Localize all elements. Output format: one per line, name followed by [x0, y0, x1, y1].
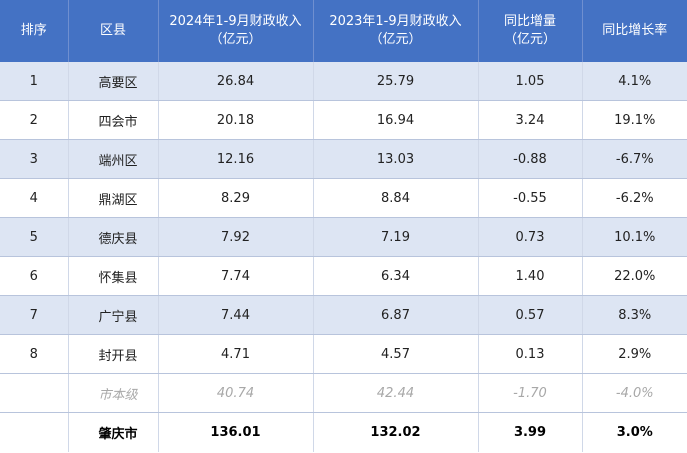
rev2024-cell: 20.18: [158, 100, 314, 140]
header-row: 排序 区县 2024年1-9月财政收入 （亿元） 2023年1-9月财政收入 （亿元…: [0, 0, 687, 62]
rev2023-cell: 4.57: [313, 334, 479, 374]
district-cell: 鼎湖区: [68, 178, 159, 218]
table-row: 8 封开县 4.71 4.57 0.13 2.9%: [0, 334, 687, 374]
table-row: 1 高要区 26.84 25.79 1.05 4.1%: [0, 62, 687, 101]
rev2023-cell: 6.87: [313, 295, 479, 335]
total-row: 肇庆市 136.01 132.02 3.99 3.0%: [0, 412, 687, 452]
table-row: 4 鼎湖区 8.29 8.84 -0.55 -6.2%: [0, 178, 687, 218]
table-row: 5 德庆县 7.92 7.19 0.73 10.1%: [0, 217, 687, 257]
rev2023-cell: 25.79: [313, 62, 479, 101]
growth-cell: 22.0%: [582, 256, 687, 296]
rev2023-cell: 6.34: [313, 256, 479, 296]
change-cell: 1.05: [478, 62, 583, 101]
rev2024-cell: 136.01: [158, 412, 314, 452]
header-rev2024: 2024年1-9月财政收入 （亿元）: [158, 0, 314, 62]
change-cell: -0.88: [478, 139, 583, 179]
header-rank: 排序: [0, 0, 69, 62]
growth-cell: -6.2%: [582, 178, 687, 218]
header-rev2024-line2: （亿元）: [209, 32, 262, 47]
rev2024-cell: 7.74: [158, 256, 314, 296]
rev2023-cell: 7.19: [313, 217, 479, 257]
header-rev2023-line2: （亿元）: [369, 32, 422, 47]
table-row: 6 怀集县 7.74 6.34 1.40 22.0%: [0, 256, 687, 296]
rev2023-cell: 42.44: [313, 373, 479, 413]
rev2023-cell: 16.94: [313, 100, 479, 140]
rank-cell: 3: [0, 139, 69, 179]
rev2023-cell: 13.03: [313, 139, 479, 179]
rev2024-cell: 7.44: [158, 295, 314, 335]
city-level-row: 市本级 40.74 42.44 -1.70 -4.0%: [0, 373, 687, 413]
rev2024-cell: 12.16: [158, 139, 314, 179]
rank-cell: 6: [0, 256, 69, 296]
growth-cell: -4.0%: [582, 373, 687, 413]
rank-cell: 8: [0, 334, 69, 374]
district-cell: 肇庆市: [68, 412, 159, 452]
rank-cell: 7: [0, 295, 69, 335]
change-cell: 0.73: [478, 217, 583, 257]
header-change: 同比增量 （亿元）: [478, 0, 583, 62]
table-row: 2 四会市 20.18 16.94 3.24 19.1%: [0, 100, 687, 140]
rank-cell: 5: [0, 217, 69, 257]
growth-cell: -6.7%: [582, 139, 687, 179]
change-cell: -1.70: [478, 373, 583, 413]
rev2023-cell: 8.84: [313, 178, 479, 218]
header-rev2024-line1: 2024年1-9月财政收入: [169, 14, 302, 29]
change-cell: 0.13: [478, 334, 583, 374]
change-cell: -0.55: [478, 178, 583, 218]
district-cell: 市本级: [68, 373, 159, 413]
growth-cell: 2.9%: [582, 334, 687, 374]
rank-cell: 1: [0, 62, 69, 101]
header-change-line2: （亿元）: [503, 32, 556, 47]
change-cell: 3.24: [478, 100, 583, 140]
rev2024-cell: 40.74: [158, 373, 314, 413]
district-cell: 高要区: [68, 62, 159, 101]
rev2024-cell: 26.84: [158, 62, 314, 101]
rev2024-cell: 8.29: [158, 178, 314, 218]
header-rev2023: 2023年1-9月财政收入 （亿元）: [313, 0, 479, 62]
table-row: 3 端州区 12.16 13.03 -0.88 -6.7%: [0, 139, 687, 179]
header-growth: 同比增长率: [582, 0, 687, 62]
rank-cell: [0, 373, 69, 413]
table-row: 7 广宁县 7.44 6.87 0.57 8.3%: [0, 295, 687, 335]
rev2024-cell: 4.71: [158, 334, 314, 374]
district-cell: 德庆县: [68, 217, 159, 257]
district-cell: 怀集县: [68, 256, 159, 296]
growth-cell: 4.1%: [582, 62, 687, 101]
header-change-line1: 同比增量: [503, 14, 556, 29]
rev2024-cell: 7.92: [158, 217, 314, 257]
district-cell: 端州区: [68, 139, 159, 179]
growth-cell: 8.3%: [582, 295, 687, 335]
change-cell: 0.57: [478, 295, 583, 335]
district-cell: 四会市: [68, 100, 159, 140]
rank-cell: 4: [0, 178, 69, 218]
header-district: 区县: [68, 0, 159, 62]
growth-cell: 10.1%: [582, 217, 687, 257]
district-cell: 封开县: [68, 334, 159, 374]
change-cell: 1.40: [478, 256, 583, 296]
rev2023-cell: 132.02: [313, 412, 479, 452]
rank-cell: [0, 412, 69, 452]
growth-cell: 3.0%: [582, 412, 687, 452]
growth-cell: 19.1%: [582, 100, 687, 140]
change-cell: 3.99: [478, 412, 583, 452]
rank-cell: 2: [0, 100, 69, 140]
header-rev2023-line1: 2023年1-9月财政收入: [329, 14, 462, 29]
district-cell: 广宁县: [68, 295, 159, 335]
